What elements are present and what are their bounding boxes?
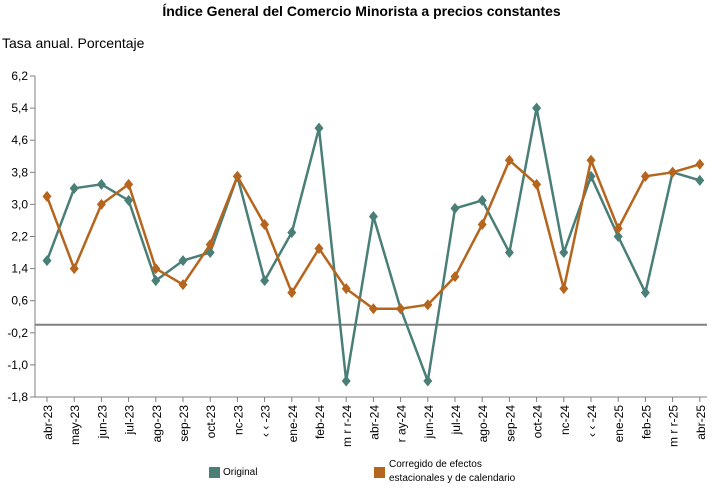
- legend-label-original: Original: [223, 467, 258, 478]
- data-point-corrected: [450, 271, 460, 283]
- x-axis-ticks: abr-23 may-23 jun-23 jul-23 ago-23 sep-23 oct-…: [41, 397, 708, 447]
- x-tick-label: may-23: [68, 405, 82, 445]
- data-point-original: [423, 375, 433, 387]
- x-tick-label: ‹ ‹ -23: [259, 405, 273, 437]
- data-point-original: [559, 247, 569, 259]
- x-tick-label: ene-24: [286, 405, 300, 443]
- x-tick-label: jul-24: [449, 405, 463, 436]
- data-point-original: [260, 275, 270, 287]
- data-point-corrected: [232, 170, 242, 182]
- data-point-corrected: [69, 263, 79, 275]
- x-tick-label: abr-25: [694, 405, 708, 440]
- x-tick-label: feb-25: [639, 405, 653, 439]
- data-point-corrected: [151, 263, 161, 275]
- x-tick-label: ‹ ‹ -24: [585, 405, 599, 437]
- y-tick-label: 6,2: [11, 69, 28, 83]
- x-tick-label: jun-24: [422, 405, 436, 440]
- legend-swatch-corrected: [374, 467, 385, 478]
- x-tick-label: m r r-25: [667, 405, 681, 447]
- x-tick-label: r ay-24: [395, 405, 409, 443]
- y-tick-label: 3,8: [11, 165, 28, 179]
- data-point-original: [695, 174, 705, 186]
- series-line-corrected: [45, 159, 701, 310]
- legend-label-corrected: Corregido de efectos estacionales y de c…: [389, 458, 515, 486]
- data-point-corrected: [368, 303, 378, 315]
- data-point-original: [504, 247, 514, 259]
- data-point-corrected: [668, 166, 678, 178]
- data-point-original: [69, 182, 79, 194]
- data-point-original: [124, 194, 134, 206]
- series-line-original: [45, 106, 701, 383]
- y-tick-label: 5,4: [11, 101, 28, 115]
- data-point-corrected: [96, 198, 106, 210]
- data-point-corrected: [532, 178, 542, 190]
- data-point-original: [613, 231, 623, 242]
- chart-subtitle: Tasa anual. Porcentaje: [2, 35, 145, 51]
- x-tick-label: ago-23: [150, 405, 164, 443]
- y-tick-label: 1,4: [11, 262, 28, 276]
- y-tick-label: 0,6: [11, 294, 28, 308]
- data-point-corrected: [287, 287, 297, 299]
- legend-swatch-original: [209, 467, 220, 478]
- data-point-corrected: [695, 158, 705, 170]
- legend-label-corrected-line1: Corregido de efectos: [389, 459, 482, 470]
- x-tick-label: abr-24: [367, 405, 381, 440]
- data-point-original: [368, 210, 378, 222]
- data-point-corrected: [396, 303, 406, 315]
- x-tick-label: nc-24: [558, 405, 572, 435]
- chart-title: Índice General del Comercio Minorista a …: [162, 3, 561, 19]
- data-point-original: [96, 178, 106, 190]
- data-point-corrected: [559, 283, 569, 295]
- data-point-original: [314, 122, 324, 134]
- y-tick-label: 4,6: [11, 133, 28, 147]
- legend-label-corrected-line2: estacionales y de calendario: [389, 473, 516, 484]
- data-point-corrected: [504, 154, 514, 166]
- x-tick-label: oct-23: [204, 405, 218, 439]
- data-point-corrected: [613, 222, 623, 234]
- y-tick-label: -1,0: [7, 358, 28, 372]
- data-point-original: [640, 287, 650, 299]
- x-tick-label: jun-23: [95, 405, 109, 440]
- data-point-corrected: [586, 154, 596, 166]
- data-point-original: [42, 255, 52, 267]
- data-point-corrected: [260, 218, 270, 230]
- data-point-original: [341, 375, 351, 387]
- y-tick-label: 3,0: [11, 197, 28, 211]
- y-tick-label: -1,8: [7, 390, 28, 404]
- data-point-original: [450, 202, 460, 214]
- data-point-corrected: [341, 283, 351, 295]
- data-point-corrected: [205, 239, 215, 251]
- data-point-corrected: [124, 178, 134, 190]
- data-point-corrected: [640, 170, 650, 182]
- data-point-original: [477, 194, 487, 206]
- x-tick-label: nc-23: [231, 405, 245, 435]
- y-axis-ticks: 6,2 5,4 4,6 3,8 3,0 2,2 1,4 0,6 -0,2 -1,0 -1,8: [7, 69, 35, 404]
- x-tick-label: sep-24: [503, 405, 517, 442]
- data-point-original: [532, 102, 542, 114]
- data-point-corrected: [178, 279, 188, 291]
- data-point-original: [178, 255, 188, 267]
- x-tick-label: jul-23: [123, 405, 137, 436]
- y-tick-label: -0,2: [7, 326, 28, 340]
- y-tick-label: 2,2: [11, 230, 28, 244]
- data-point-corrected: [423, 299, 433, 311]
- x-tick-label: m r r-24: [340, 405, 354, 447]
- x-tick-label: feb-24: [313, 405, 327, 439]
- x-tick-label: sep-23: [177, 405, 191, 442]
- series-layer: [42, 102, 705, 387]
- x-tick-label: oct-24: [531, 405, 545, 439]
- data-point-corrected: [314, 243, 324, 255]
- data-point-original: [151, 275, 161, 287]
- x-tick-label: abr-23: [41, 405, 55, 440]
- data-point-corrected: [42, 190, 52, 202]
- x-tick-label: ene-25: [612, 405, 626, 443]
- data-point-corrected: [477, 218, 487, 230]
- data-point-original: [287, 226, 297, 238]
- x-tick-label: ago-24: [476, 405, 490, 443]
